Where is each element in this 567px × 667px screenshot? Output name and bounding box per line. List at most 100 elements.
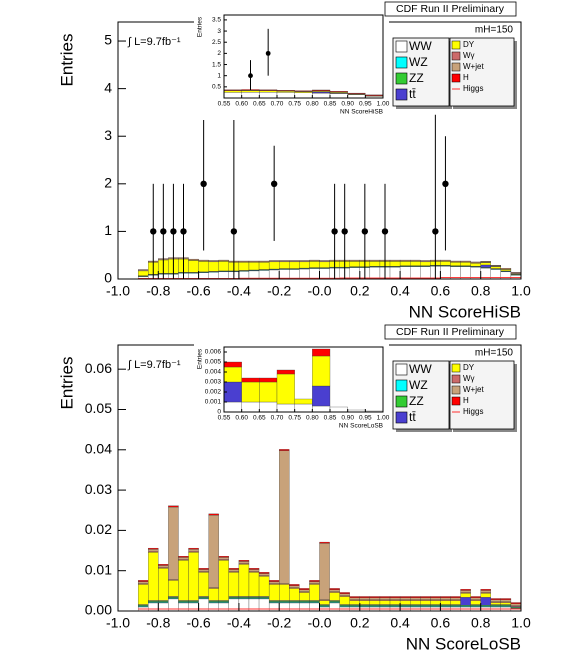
x-tick-label: -0.8 [146, 614, 170, 630]
x-tick-label: 0.2 [350, 282, 370, 298]
stack-bar [389, 600, 401, 605]
y-tick-label: 2.5 [212, 39, 221, 46]
stack-bar [148, 547, 159, 550]
stack-bar [158, 564, 169, 566]
x-tick-label: 0.60 [235, 415, 248, 422]
y-tick-label: 3 [104, 127, 112, 143]
stack-bar [268, 602, 280, 612]
legend-label: DY [463, 363, 475, 372]
stack-bar [420, 597, 431, 600]
stack-bar [339, 593, 350, 596]
stack-bar [500, 602, 512, 605]
stack-bar [480, 264, 491, 268]
legend-swatch [451, 73, 461, 83]
stack-bar [480, 590, 491, 593]
stack-bar [218, 560, 229, 601]
x-tick-label: 0.55 [218, 101, 231, 108]
legend-label: H [463, 396, 469, 405]
stack-bar [223, 89, 242, 91]
legend-swatch [451, 385, 461, 395]
stack-bar [218, 602, 229, 612]
stack-bar [379, 596, 391, 598]
stack-bar [218, 557, 229, 560]
stack-bar [218, 261, 229, 272]
stack-bar [379, 600, 391, 605]
y-tick-label: 0.003 [205, 379, 222, 386]
header-box [384, 324, 517, 340]
stack-bar [309, 261, 320, 268]
stack-bar [268, 269, 280, 280]
y-tick-label: 5 [104, 32, 112, 48]
stack-bar [309, 581, 320, 584]
stack-bar [168, 580, 179, 597]
stack-bar [259, 377, 278, 383]
x-axis-label: NN ScoreLoSB [406, 634, 521, 653]
stack-bar [208, 513, 219, 516]
y-axis-label: Entries [57, 34, 76, 87]
stack-bar [289, 269, 300, 280]
x-tick-label: 0.2 [350, 614, 370, 630]
x-tick-label: -1.0 [106, 282, 130, 298]
stack-bar [228, 572, 240, 597]
x-tick-label: 0.85 [324, 101, 337, 108]
stack-bar [276, 369, 295, 375]
stack-bar [369, 596, 381, 598]
stack-bar [241, 92, 260, 99]
stack-bar [319, 600, 330, 605]
x-tick-label: 0.70 [271, 101, 284, 108]
x-tick-label: 0.8 [471, 614, 491, 630]
stack-bar [241, 90, 260, 93]
stack-bar [276, 403, 295, 413]
stack-bar [347, 94, 366, 99]
inset-background [194, 7, 389, 120]
stack-bar [158, 602, 169, 612]
legend-label: Higgs [463, 407, 483, 416]
y-tick-label: 0.5 [212, 84, 221, 91]
stack-bar [329, 589, 340, 592]
stack-bar [241, 377, 260, 383]
data-point [270, 180, 278, 188]
stack-bar [389, 596, 401, 598]
x-tick-label: -0.4 [227, 614, 251, 630]
stack-bar [329, 588, 340, 590]
legend-swatch [451, 62, 461, 72]
x-tick-label: -0.4 [227, 282, 251, 298]
stack-bar [188, 552, 199, 601]
stack-bar [299, 592, 310, 601]
x-tick-label: 0.55 [218, 415, 231, 422]
stack-bar [430, 596, 441, 598]
stack-bar [410, 597, 421, 600]
stack-bar [399, 266, 411, 280]
stack-bar [410, 600, 421, 605]
stack-bar [460, 590, 471, 593]
stack-bar [430, 597, 441, 600]
legend-label: Higgs [463, 84, 483, 93]
stack-bar [312, 89, 331, 91]
stack-bar [248, 262, 260, 271]
inset-y-label: Entries [197, 16, 204, 37]
y-tick-label: 0.04 [85, 440, 112, 456]
x-tick-label: 0.90 [341, 101, 354, 108]
stack-bar [480, 593, 491, 598]
stack-bar [319, 543, 330, 600]
stack-bar [440, 600, 451, 605]
stack-bar [258, 573, 270, 576]
stack-bar [276, 91, 295, 93]
stack-bar [420, 266, 431, 280]
x-tick-label: -0.0 [307, 614, 331, 630]
stack-bar [339, 592, 350, 594]
legend-label: tt̄ [409, 87, 416, 101]
stack-bar [349, 267, 360, 280]
stack-bar [389, 266, 401, 280]
stack-bar [241, 401, 260, 413]
stack-bar [510, 603, 522, 606]
stack-bar [347, 92, 366, 94]
stack-bar [294, 90, 313, 92]
x-tick-label: -1.0 [106, 614, 130, 630]
stack-bar [258, 572, 270, 574]
stack-bar [241, 381, 260, 403]
stack-bar [259, 92, 278, 99]
stack-bar [238, 560, 250, 562]
stack-bar [410, 266, 421, 280]
plot-frame [223, 14, 384, 99]
